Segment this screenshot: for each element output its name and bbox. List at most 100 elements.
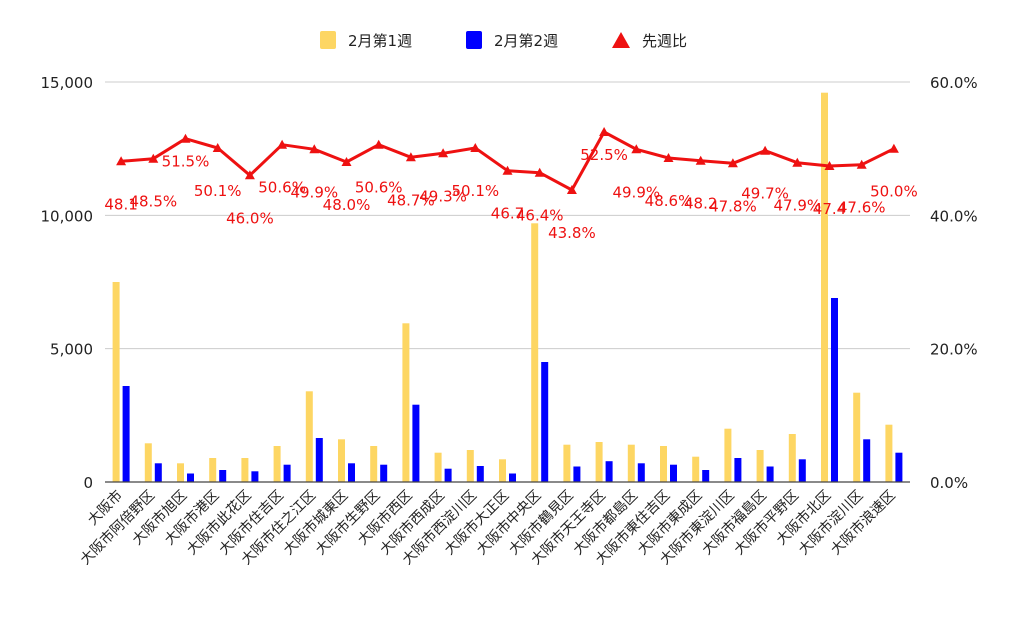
- bar-week2: [219, 470, 227, 482]
- ratio-point: [599, 127, 610, 136]
- bar-week2: [444, 468, 452, 482]
- ratio-point: [856, 159, 867, 169]
- bar-week1: [144, 443, 152, 482]
- ratio-point: [502, 165, 513, 175]
- y-left-tick-label: 10,000: [41, 207, 94, 225]
- ratio-data-label: 48.7%: [387, 191, 435, 209]
- bar-week1: [112, 282, 120, 482]
- bar-week2: [605, 461, 613, 482]
- ratio-point: [116, 156, 127, 166]
- ratio-point: [341, 157, 352, 166]
- ratio-point: [695, 155, 706, 165]
- y-left-tick-label: 5,000: [50, 341, 93, 359]
- legend-label-week1: 2月第1週: [348, 32, 412, 50]
- bar-week1: [338, 439, 345, 482]
- bar-week2: [412, 404, 420, 482]
- ratio-data-label: 49.9%: [290, 183, 338, 201]
- ratio-data-label: 48.1: [104, 195, 137, 213]
- ratio-point: [534, 167, 545, 177]
- ratio-data-label: 50.1%: [451, 182, 499, 200]
- bar-week2: [283, 464, 291, 482]
- ratio-point: [405, 152, 416, 162]
- ratio-line: [116, 127, 899, 194]
- bar-week2: [348, 463, 355, 482]
- ratio-data-label: 49.7%: [741, 185, 789, 203]
- ratio-point: [824, 161, 835, 170]
- bar-week2: [154, 463, 162, 482]
- ratio-point: [888, 143, 899, 153]
- ratio-point: [470, 143, 481, 152]
- ratio-data-label: 50.6%: [258, 179, 306, 197]
- ratio-point: [760, 145, 771, 155]
- bar-week2: [670, 464, 677, 482]
- bar-week2: [187, 473, 194, 482]
- bar-week2: [798, 459, 806, 482]
- ratio-data-label: 48.6%: [645, 192, 693, 210]
- ratio-point: [148, 153, 159, 163]
- ratio-point: [212, 143, 223, 152]
- bar-week2: [637, 463, 645, 482]
- bar-week1: [756, 450, 764, 482]
- ratio-point: [277, 139, 288, 149]
- bar-week2: [122, 386, 130, 482]
- ratio-data-label: 48.2: [684, 195, 717, 213]
- ratio-data-label: 43.8%: [548, 224, 596, 242]
- bar-week1: [853, 392, 861, 482]
- legend-label-week2: 2月第2週: [494, 32, 558, 50]
- bar-week1: [788, 434, 796, 482]
- ratio-data-label: 48.5%: [129, 193, 177, 211]
- legend-swatch-week2: [466, 31, 482, 49]
- bar-week2: [734, 458, 742, 482]
- bar-week1: [885, 424, 893, 482]
- ratio-data-label: 50.6%: [355, 179, 403, 197]
- bar-week2: [476, 466, 484, 482]
- ratio-point: [727, 158, 738, 168]
- bar-week1: [370, 446, 378, 482]
- bar-week1: [531, 223, 539, 483]
- bar-week2: [509, 473, 516, 482]
- ratio-point: [373, 139, 384, 149]
- bar-week1: [821, 92, 828, 482]
- ratio-data-label: 47.8%: [709, 197, 757, 215]
- data-labels: 48.148.5%51.5%50.1%46.0%50.6%49.9%48.0%5…: [104, 146, 917, 242]
- ratio-data-label: 50.1%: [194, 182, 242, 200]
- legend-label-ratio: 先週比: [642, 32, 687, 50]
- ratio-point: [438, 148, 449, 158]
- bar-week2: [831, 298, 838, 482]
- ratio-data-label: 49.3%: [419, 187, 467, 205]
- bar-week1: [692, 456, 700, 482]
- ratio-data-label: 49.9%: [612, 183, 660, 201]
- bar-week1: [402, 323, 410, 482]
- ratio-point: [180, 133, 191, 143]
- bar-week2: [251, 471, 259, 482]
- bar-week1: [499, 459, 506, 482]
- bar-week2: [315, 438, 323, 482]
- ratio-data-label: 46.0%: [226, 209, 274, 227]
- bar-week2: [702, 470, 710, 482]
- y-left-tick-label: 15,000: [41, 74, 94, 92]
- bars: [112, 92, 903, 483]
- bar-week1: [209, 458, 217, 482]
- y-right-tick-label: 40.0%: [930, 207, 978, 225]
- ratio-point: [631, 144, 642, 154]
- bar-week2: [573, 466, 581, 482]
- bar-week1: [273, 446, 281, 482]
- y-left-tick-label: 0: [83, 474, 93, 492]
- ratio-data-label: 47.4: [813, 200, 846, 218]
- bar-week2: [895, 452, 903, 482]
- bar-week1: [563, 444, 571, 482]
- ratio-data-label: 48.0%: [323, 196, 371, 214]
- ratio-data-label: 51.5%: [162, 153, 210, 171]
- legend: 2月第1週 2月第2週 先週比: [320, 31, 687, 50]
- gridlines: [105, 81, 910, 350]
- ratio-point: [309, 144, 320, 154]
- ratio-data-label: 50.0%: [870, 183, 918, 201]
- y-right-tick-label: 0.0%: [930, 474, 968, 492]
- ratio-data-label: 47.9%: [773, 197, 821, 215]
- bar-week2: [380, 464, 388, 482]
- y-right-tick-label: 20.0%: [930, 341, 978, 359]
- bar-week2: [863, 439, 871, 482]
- bar-week1: [305, 391, 313, 482]
- bar-week1: [627, 444, 635, 482]
